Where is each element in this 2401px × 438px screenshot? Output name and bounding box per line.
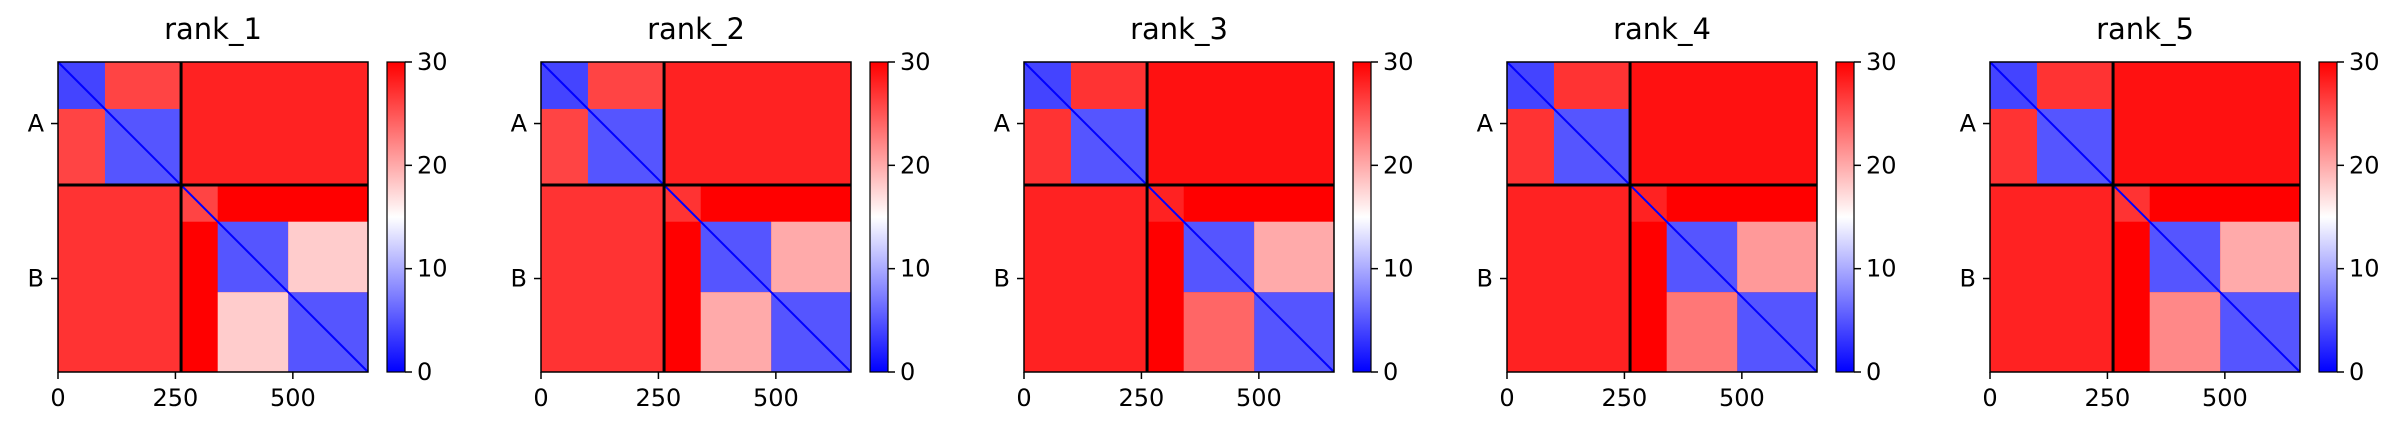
panel-rank-5: rank_5 0 250 500 A B 0 10 20 30 bbox=[1932, 0, 2401, 438]
colorbar-tick-label: 20 bbox=[1866, 151, 1897, 179]
heatmap-block-9 bbox=[1737, 221, 1817, 293]
y-tick-label: A bbox=[511, 110, 528, 138]
y-tick-label: A bbox=[994, 110, 1011, 138]
x-tick-label: 0 bbox=[50, 384, 65, 412]
heatmap-block-8 bbox=[1666, 292, 1738, 372]
colorbar-tick-label: 20 bbox=[1383, 151, 1414, 179]
y-tick-label: B bbox=[1477, 265, 1493, 293]
heatmap-block-8 bbox=[1183, 292, 1255, 372]
x-tick-label: 0 bbox=[1982, 384, 1997, 412]
x-tick-label: 250 bbox=[153, 384, 199, 412]
panel-title: rank_2 bbox=[647, 12, 745, 46]
heatmap-block-3 bbox=[664, 62, 851, 186]
heatmap-block-9 bbox=[288, 221, 368, 293]
colorbar-tick-label: 10 bbox=[1383, 255, 1414, 283]
panel-rank-4: rank_4 0 250 500 A B 0 10 20 30 bbox=[1449, 0, 1929, 438]
x-tick-label: 250 bbox=[2085, 384, 2131, 412]
x-tick-label: 0 bbox=[1499, 384, 1514, 412]
colorbar-tick-label: 20 bbox=[900, 151, 931, 179]
heatmap-block-4 bbox=[1990, 185, 2114, 372]
colorbar-tick-label: 0 bbox=[1383, 358, 1398, 386]
heatmap-diagonal bbox=[1989, 61, 2301, 373]
colorbar-tick-label: 10 bbox=[1866, 255, 1897, 283]
axes-frame bbox=[1506, 61, 1818, 373]
heatmap-diagonal bbox=[540, 61, 852, 373]
x-tick-label: 500 bbox=[270, 384, 316, 412]
y-tick-label: B bbox=[28, 265, 44, 293]
heatmap-diagonal bbox=[1023, 61, 1335, 373]
x-tick-label: 250 bbox=[636, 384, 682, 412]
heatmap-block-8 bbox=[2149, 292, 2221, 372]
y-tick-label: A bbox=[28, 110, 45, 138]
colorbar-tick-label: 10 bbox=[900, 255, 931, 283]
heatmap-plot: 0 250 500 A B 0 10 20 30 bbox=[511, 48, 931, 412]
colorbar-tick-label: 30 bbox=[900, 48, 931, 76]
heatmap-block-3 bbox=[1630, 62, 1817, 186]
y-tick-label: B bbox=[1960, 265, 1976, 293]
y-tick-label: B bbox=[994, 265, 1010, 293]
heatmap-diagonal bbox=[1506, 61, 1818, 373]
panel-title: rank_3 bbox=[1130, 12, 1228, 46]
heatmap-block-9 bbox=[771, 221, 851, 293]
colorbar bbox=[869, 61, 889, 373]
colorbar-tick-label: 0 bbox=[1866, 358, 1881, 386]
heatmap-diagonal bbox=[57, 61, 369, 373]
panel-title: rank_1 bbox=[164, 12, 262, 46]
x-tick-label: 0 bbox=[1016, 384, 1031, 412]
heatmap-plot: 0 250 500 A B 0 10 20 30 bbox=[1477, 48, 1897, 412]
x-tick-label: 500 bbox=[1719, 384, 1765, 412]
heatmap-block-4 bbox=[58, 185, 182, 372]
colorbar bbox=[386, 61, 406, 373]
colorbar bbox=[1352, 61, 1372, 373]
colorbar-tick-label: 20 bbox=[417, 151, 448, 179]
x-tick-label: 500 bbox=[2202, 384, 2248, 412]
y-tick-label: B bbox=[511, 265, 527, 293]
colorbar-tick-label: 30 bbox=[2349, 48, 2380, 76]
y-tick-label: A bbox=[1477, 110, 1494, 138]
axes-frame bbox=[1023, 61, 1335, 373]
colorbar bbox=[1835, 61, 1855, 373]
heatmap-block-8 bbox=[700, 292, 772, 372]
y-tick-label: A bbox=[1960, 110, 1977, 138]
colorbar-tick-label: 0 bbox=[2349, 358, 2364, 386]
colorbar-tick-label: 20 bbox=[2349, 151, 2380, 179]
colorbar-tick-label: 10 bbox=[417, 255, 448, 283]
x-tick-label: 250 bbox=[1119, 384, 1165, 412]
colorbar-tick-label: 30 bbox=[1866, 48, 1897, 76]
colorbar bbox=[2318, 61, 2338, 373]
panel-title: rank_5 bbox=[2096, 12, 2194, 46]
panel-rank-2: rank_2 0 250 500 A B 0 10 20 30 bbox=[483, 0, 963, 438]
heatmap-block-4 bbox=[1507, 185, 1631, 372]
colorbar-tick-label: 10 bbox=[2349, 255, 2380, 283]
colorbar-tick-label: 0 bbox=[900, 358, 915, 386]
panel-rank-1: rank_1 0 250 500 A B 0 10 20 30 bbox=[0, 0, 480, 438]
heatmap-block-8 bbox=[217, 292, 289, 372]
heatmap-block-3 bbox=[181, 62, 368, 186]
x-tick-label: 0 bbox=[533, 384, 548, 412]
panel-title: rank_4 bbox=[1613, 12, 1711, 46]
heatmap-block-4 bbox=[541, 185, 665, 372]
colorbar-tick-label: 30 bbox=[417, 48, 448, 76]
heatmap-plot: 0 250 500 A B 0 10 20 30 bbox=[994, 48, 1414, 412]
heatmap-block-9 bbox=[2220, 221, 2300, 293]
colorbar-tick-label: 30 bbox=[1383, 48, 1414, 76]
heatmap-plot: 0 250 500 A B 0 10 20 30 bbox=[28, 48, 448, 412]
heatmap-block-4 bbox=[1024, 185, 1148, 372]
axes-frame bbox=[1989, 61, 2301, 373]
x-tick-label: 500 bbox=[753, 384, 799, 412]
heatmap-block-3 bbox=[1147, 62, 1334, 186]
panel-rank-3: rank_3 0 250 500 A B 0 10 20 30 bbox=[966, 0, 1446, 438]
colorbar-tick-label: 0 bbox=[417, 358, 432, 386]
x-tick-label: 250 bbox=[1602, 384, 1648, 412]
axes-frame bbox=[540, 61, 852, 373]
axes-frame bbox=[57, 61, 369, 373]
x-tick-label: 500 bbox=[1236, 384, 1282, 412]
heatmap-block-9 bbox=[1254, 221, 1334, 293]
heatmap-block-3 bbox=[2113, 62, 2300, 186]
heatmap-plot: 0 250 500 A B 0 10 20 30 bbox=[1960, 48, 2380, 412]
